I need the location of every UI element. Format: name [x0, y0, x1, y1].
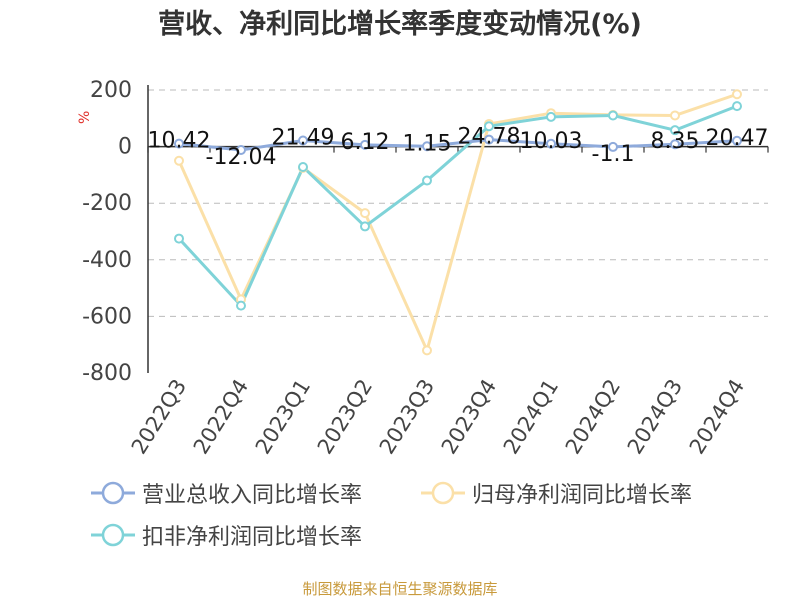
legend-item-revenue[interactable]: 营业总收入同比增长率	[90, 479, 363, 508]
data-point-deducted-net-profit	[298, 161, 308, 172]
x-tick-label: 2023Q1	[251, 375, 316, 458]
data-point-deducted-net-profit	[236, 300, 246, 311]
data-point-deducted-net-profit	[484, 121, 494, 132]
data-point-net-profit	[670, 110, 680, 121]
x-tick-label: 2024Q2	[561, 375, 626, 458]
legend-item-net-profit[interactable]: 归母净利润同比增长率	[420, 479, 693, 508]
legend-swatch-revenue-icon	[91, 481, 135, 505]
data-label-revenue: 1.15	[403, 131, 452, 156]
data-label-revenue: 24.78	[458, 125, 521, 150]
legend-label-net-profit: 归母净利润同比增长率	[472, 483, 693, 508]
data-point-revenue	[174, 138, 184, 149]
x-tick-label: 2024Q1	[499, 375, 564, 458]
data-point-revenue	[422, 141, 432, 152]
data-label-revenue: 20.47	[706, 126, 769, 151]
data-label-revenue: 10.03	[520, 129, 583, 154]
x-tick-label: 2024Q3	[623, 375, 688, 458]
y-tick-label: -600	[82, 304, 132, 329]
data-point-deducted-net-profit	[546, 111, 556, 122]
data-point-deducted-net-profit	[422, 175, 432, 186]
data-point-revenue	[484, 134, 494, 145]
data-point-deducted-net-profit	[174, 233, 184, 244]
legend-label-deducted-net-profit: 扣非净利润同比增长率	[142, 525, 363, 550]
y-tick-label: -200	[82, 191, 132, 216]
x-tick-label: 2023Q4	[437, 375, 502, 458]
data-point-revenue	[546, 138, 556, 149]
x-tick-label: 2022Q4	[189, 375, 254, 458]
data-point-deducted-net-profit	[608, 110, 618, 121]
legend-swatch-net-profit-icon	[421, 481, 465, 505]
x-tick-label: 2023Q2	[313, 375, 378, 458]
legend-item-deducted-net-profit[interactable]: 扣非净利润同比增长率	[90, 521, 363, 550]
y-tick-label: -800	[82, 361, 132, 386]
data-label-revenue: -12.04	[206, 145, 277, 170]
data-point-net-profit	[422, 345, 432, 356]
legend-label-revenue: 营业总收入同比增长率	[142, 483, 363, 508]
data-point-revenue	[608, 141, 618, 152]
data-label-revenue: 8.35	[651, 129, 700, 154]
data-label-revenue: 21.49	[272, 126, 335, 151]
data-point-deducted-net-profit	[360, 221, 370, 232]
data-point-revenue	[360, 139, 370, 150]
chart-title: 营收、净利同比增长率季度变动情况(%)	[158, 9, 642, 40]
data-point-net-profit	[732, 89, 742, 100]
data-point-deducted-net-profit	[670, 125, 680, 136]
data-point-revenue	[732, 135, 742, 146]
series-line-deducted-net-profit	[177, 104, 738, 308]
y-tick-label: 0	[118, 135, 132, 160]
data-point-net-profit	[360, 208, 370, 219]
data-label-revenue: -1.1	[592, 142, 635, 167]
x-tick-label: 2024Q4	[685, 375, 750, 458]
x-tick-label: 2023Q3	[375, 375, 440, 458]
data-point-revenue	[670, 139, 680, 150]
source-note: 制图数据来自恒生聚源数据库	[302, 580, 498, 598]
y-tick-label: -400	[82, 248, 132, 273]
legend-swatch-deducted-icon	[91, 523, 135, 547]
x-tick-label: 2022Q3	[127, 375, 192, 458]
data-point-net-profit	[174, 155, 184, 166]
data-label-revenue: 10.42	[148, 129, 211, 154]
series-line-revenue	[178, 138, 738, 152]
data-label-revenue: 6.12	[341, 130, 390, 155]
y-tick-label: 200	[90, 78, 132, 103]
data-point-deducted-net-profit	[732, 101, 742, 112]
data-point-revenue	[236, 145, 246, 156]
data-point-revenue	[298, 135, 308, 146]
